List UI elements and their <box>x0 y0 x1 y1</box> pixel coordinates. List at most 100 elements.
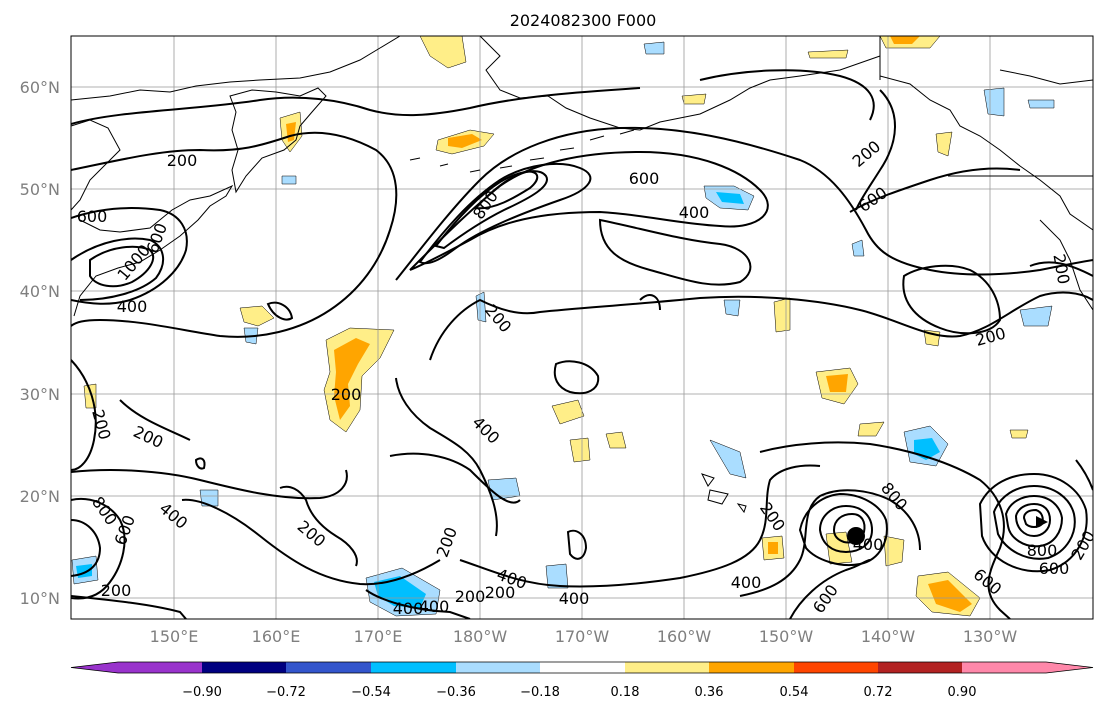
colorbar-segment <box>202 662 286 673</box>
anomaly-patch-positive <box>883 535 905 567</box>
lon-tick-label: 160°E <box>252 627 301 646</box>
colorbar-segment <box>962 662 1046 673</box>
map-frame <box>70 35 1094 620</box>
contour-line <box>849 167 1021 213</box>
contour-label: 400 <box>419 597 450 616</box>
colorbar-tick-label: −0.18 <box>520 685 560 700</box>
contour-line <box>699 69 875 121</box>
contour-line <box>553 360 600 395</box>
coastline-japan <box>73 184 234 317</box>
gridlines <box>71 36 1093 619</box>
colorbar-tick-label: 0.90 <box>948 685 977 700</box>
contour-line <box>194 457 206 470</box>
contour-line <box>992 484 1076 560</box>
figure-title: 2024082300 F000 <box>510 11 657 30</box>
lon-tick-label: 130°W <box>963 627 1018 646</box>
storm-center-marker-small <box>1036 516 1048 528</box>
contour-line <box>89 245 155 288</box>
coastline-hudson <box>999 69 1093 85</box>
contour-line <box>395 377 498 537</box>
lat-tick-label: 30°N <box>20 385 60 404</box>
anomaly-patch-negative <box>1027 99 1055 109</box>
colorbar: −0.90 −0.72 −0.54 −0.36 −0.18 0.18 0.36 … <box>70 661 1094 700</box>
coastline-kamchatka <box>229 87 327 194</box>
contour-line <box>759 441 1011 619</box>
contour-label: 200 <box>167 151 198 170</box>
anomaly-patch-positive <box>773 297 791 333</box>
contour-label: 200 <box>455 587 486 606</box>
colorbar-tick-label: −0.90 <box>182 685 222 700</box>
colorbar-segment <box>540 662 625 673</box>
anomaly-patch-positive <box>935 131 953 157</box>
lat-tick-label: 20°N <box>20 487 60 506</box>
colorbar-extend-min <box>71 662 118 673</box>
anomaly-patch-positive <box>448 134 482 148</box>
anomaly-patch-positive <box>826 374 848 392</box>
contour-line <box>434 170 548 250</box>
lon-axis: 150°E 160°E 170°E 180°W 170°W 160°W 150°… <box>150 627 1018 646</box>
contour-line <box>395 126 1093 281</box>
anomaly-patch-positive <box>857 421 885 437</box>
colorbar-segment <box>286 662 371 673</box>
contour-label: 200 <box>331 385 362 404</box>
contour-line <box>978 472 1088 573</box>
anomaly-patch-negative <box>709 439 747 479</box>
contour-line <box>71 207 188 305</box>
contour-line <box>71 469 348 500</box>
contour-label: 400 <box>731 573 762 592</box>
colorbar-tick-label: −0.72 <box>266 685 306 700</box>
map-area: 200 200 600 600 1000 400 800 600 400 200… <box>71 36 1093 619</box>
colorbar-outline <box>70 661 1094 674</box>
anomaly-patch-positive <box>334 338 370 420</box>
anomaly-patch-positive <box>807 49 849 59</box>
contour-line <box>279 485 358 567</box>
anomaly-patch-negative <box>487 477 521 501</box>
anomaly-patch-positive <box>605 431 627 449</box>
contour-lines <box>71 69 1093 619</box>
lat-tick-label: 10°N <box>20 589 60 608</box>
contour-line <box>365 589 471 619</box>
contour-line <box>855 89 896 211</box>
anomaly-patch-negative <box>643 41 665 55</box>
contour-line <box>598 218 752 286</box>
contour-line <box>902 264 1002 335</box>
lon-tick-label: 150°E <box>150 627 199 646</box>
contour-label: 400 <box>393 599 424 618</box>
colorbar-segment <box>118 662 202 673</box>
anomaly-patch-negative <box>983 87 1005 117</box>
anomaly-patch-negative <box>199 489 219 507</box>
contour-line <box>473 170 539 210</box>
contour-line <box>739 489 921 597</box>
contour-line <box>459 464 821 588</box>
contour-label: 400 <box>679 203 710 222</box>
colorbar-segment <box>794 662 878 673</box>
anomaly-patch-negative <box>76 564 92 578</box>
anomaly-patch-positive <box>239 305 275 327</box>
contour-line <box>429 291 1093 361</box>
contour-line <box>789 559 871 619</box>
coastline-alaska-panhandle <box>879 75 1093 231</box>
colorbar-tick-label: −0.36 <box>436 685 476 700</box>
lon-tick-label: 180°W <box>453 627 508 646</box>
contour-label: 200 <box>485 583 516 602</box>
colorbar-tick-label: −0.54 <box>351 685 391 700</box>
anomaly-patch-positive <box>890 36 920 44</box>
contour-line <box>418 163 592 265</box>
contour-line <box>119 399 191 441</box>
storm-center-marker <box>847 527 865 545</box>
anomaly-patch-negative <box>1019 305 1053 327</box>
contour-line <box>1004 494 1064 548</box>
contour-label: 800 <box>1027 541 1058 560</box>
lat-tick-label: 40°N <box>20 282 60 301</box>
contour-line <box>639 294 661 311</box>
anomaly-patch-negative <box>545 563 569 589</box>
lat-tick-label: 50°N <box>20 180 60 199</box>
contour-label: 400 <box>117 297 148 316</box>
coastline-okhotsk <box>71 119 121 211</box>
contour-line <box>71 595 187 619</box>
colorbar-tick-label: 0.36 <box>695 685 724 700</box>
anomaly-patch-positive <box>551 399 585 425</box>
contour-line <box>71 498 126 600</box>
contour-line <box>71 237 165 301</box>
